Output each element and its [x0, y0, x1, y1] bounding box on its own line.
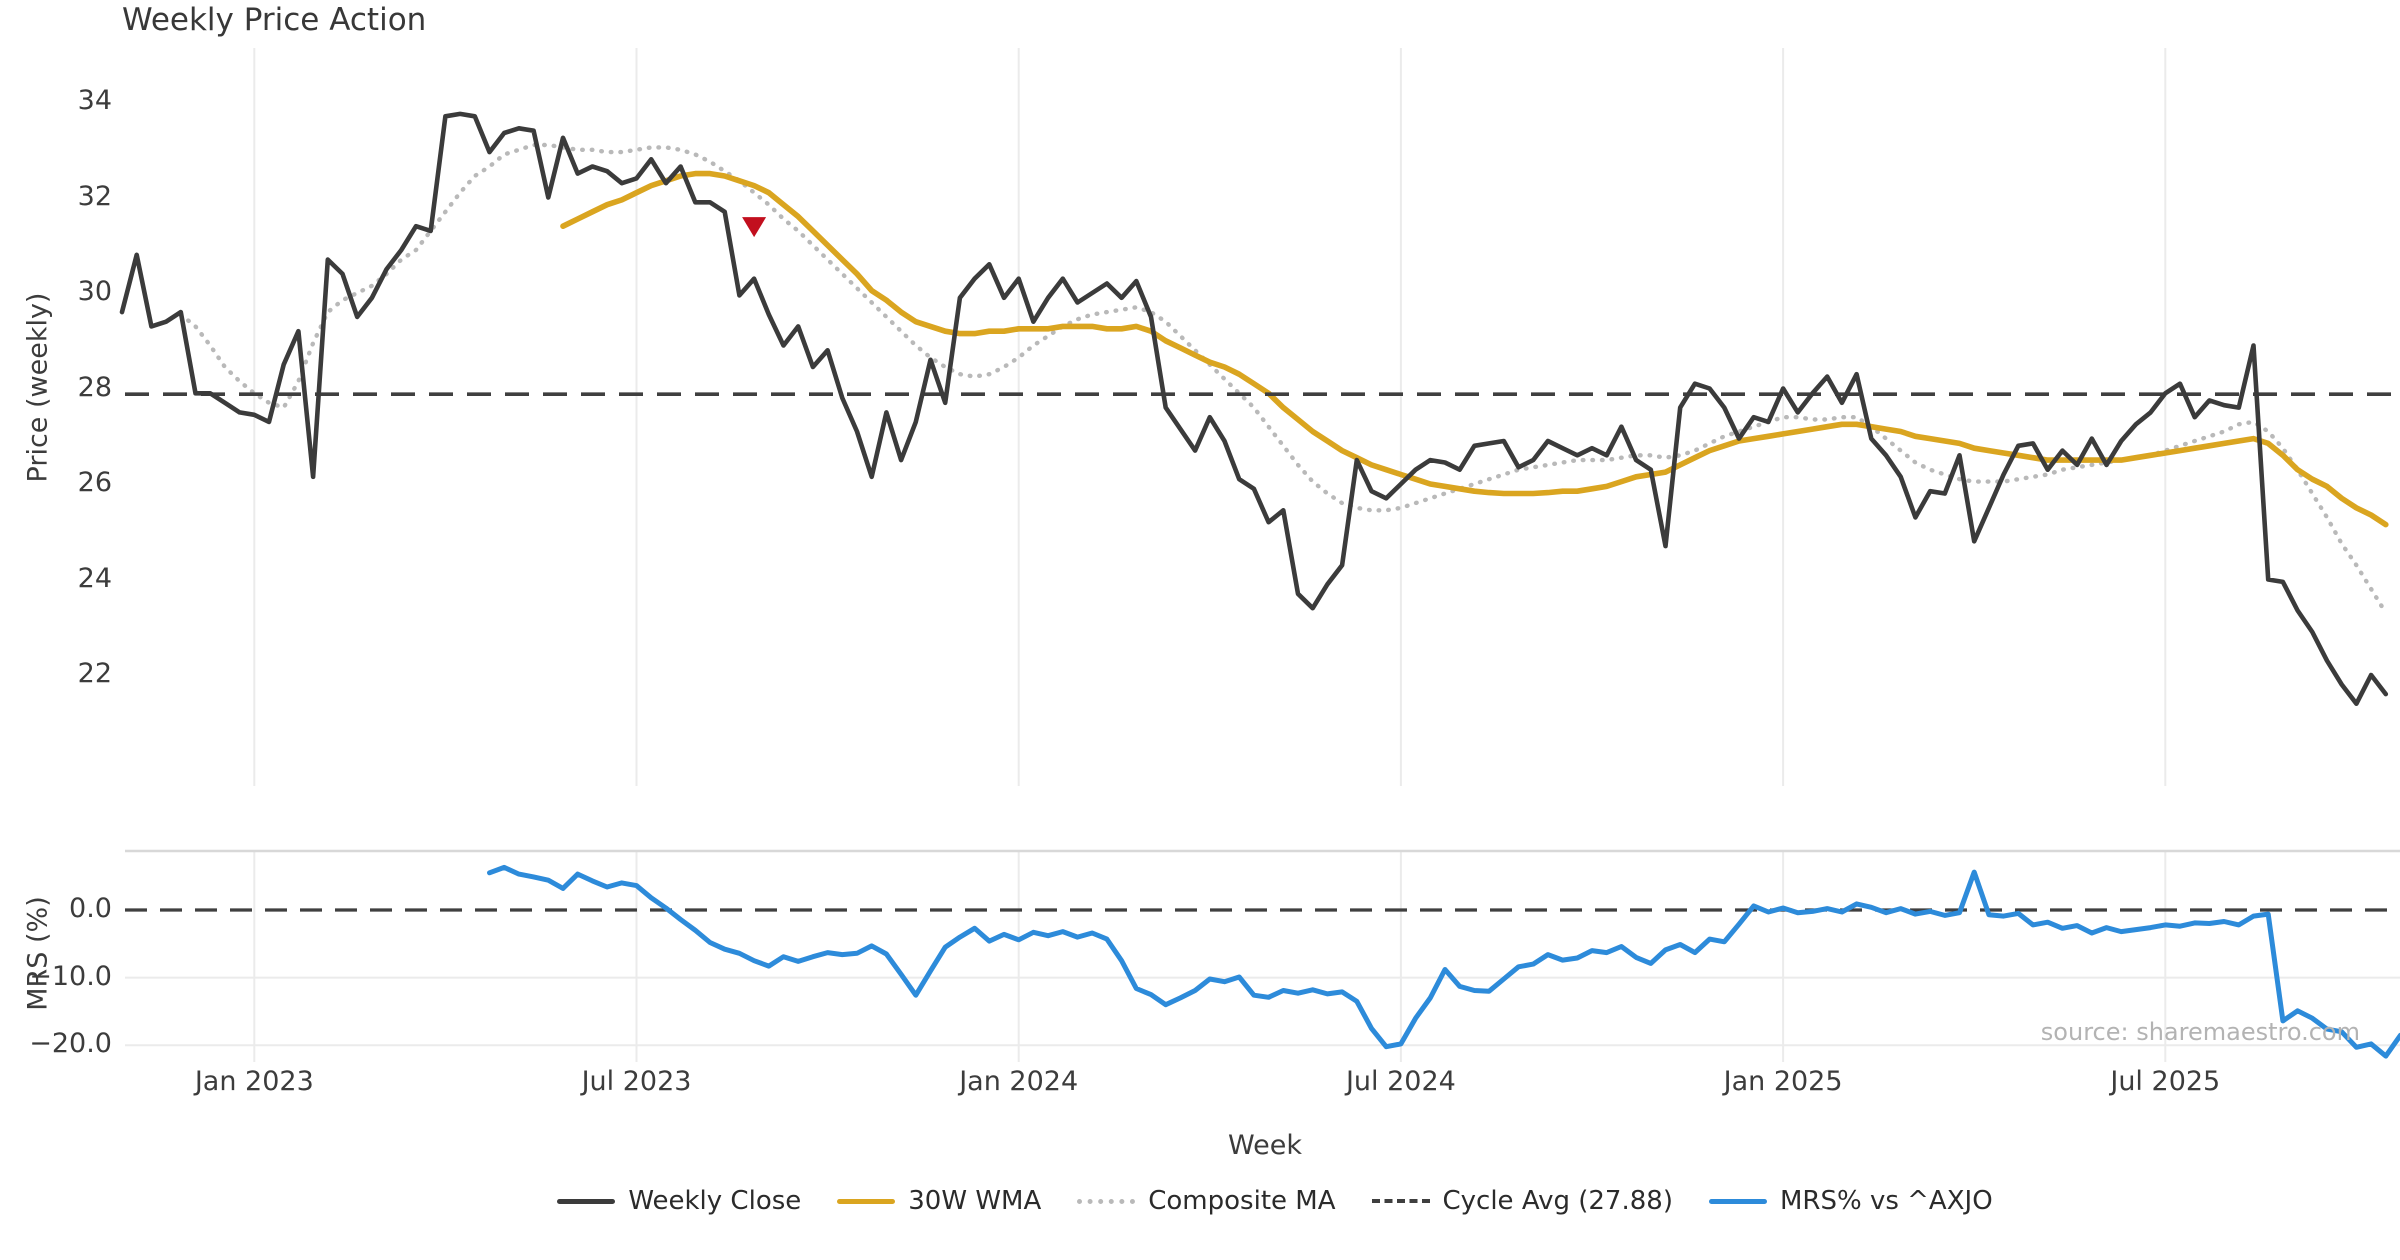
price-ytick: 32 [77, 180, 112, 212]
legend-item-composite-ma: Composite MA [1077, 1186, 1336, 1216]
mrs-ytick: −10.0 [29, 960, 112, 992]
legend-label: MRS% vs ^AXJO [1779, 1186, 1993, 1216]
wma-30w-line [560, 170, 2389, 528]
legend-item-weekly-close: Weekly Close [557, 1186, 801, 1216]
price-ytick: 24 [77, 562, 112, 594]
legend-label: 30W WMA [908, 1186, 1042, 1216]
x-axis-label: Week [1228, 1130, 1302, 1161]
cycle-avg-swatch-icon [1371, 1199, 1430, 1203]
x-tick: Jul 2024 [1345, 1066, 1456, 1097]
composite-swatch-icon [1077, 1198, 1136, 1204]
x-tick: Jul 2025 [2110, 1066, 2221, 1097]
legend-item-mrs: MRS% vs ^AXJO [1708, 1186, 1993, 1216]
price-ytick: 26 [77, 467, 112, 498]
weekly-close-swatch-icon [557, 1198, 616, 1204]
legend-label: Weekly Close [628, 1186, 802, 1216]
weekly-close-line [119, 111, 2389, 707]
mrs-ytick: −20.0 [29, 1028, 112, 1060]
legend-item-30w-wma: 30W WMA [837, 1186, 1041, 1216]
legend: Weekly Close 30W WMA Composite MA Cycle … [0, 1186, 2400, 1216]
price-ytick: 28 [77, 371, 112, 403]
mrs-swatch-icon [1708, 1198, 1767, 1204]
mrs-ytick: 0.0 [69, 893, 112, 924]
legend-label: Composite MA [1148, 1186, 1336, 1216]
x-tick: Jan 2023 [194, 1066, 314, 1097]
chart-title: Weekly Price Action [122, 2, 427, 38]
x-tick: Jul 2023 [581, 1066, 692, 1097]
x-tick: Jan 2024 [959, 1066, 1079, 1097]
source-watermark: source: sharemaestro.com [2040, 1018, 2360, 1046]
sell-signal-marker-icon [742, 217, 767, 238]
wma-swatch-icon [837, 1198, 896, 1204]
composite-ma-line [178, 142, 2389, 616]
mrs-line [487, 864, 2400, 1059]
price-ytick: 30 [77, 276, 112, 307]
legend-label: Cycle Avg (27.88) [1442, 1186, 1673, 1216]
x-tick: Jan 2025 [1723, 1066, 1843, 1097]
legend-item-cycle-avg: Cycle Avg (27.88) [1371, 1186, 1673, 1216]
price-ytick: 22 [77, 658, 112, 689]
price-ytick: 34 [77, 85, 112, 116]
